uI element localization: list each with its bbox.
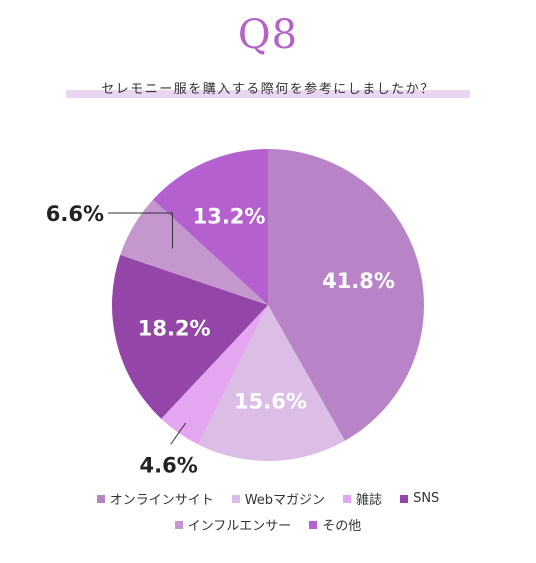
legend-label-influencer: インフルエンサー: [187, 519, 292, 534]
slice-label-online: 41.8%: [322, 269, 395, 293]
legend-label-other: その他: [322, 519, 362, 534]
leader-line-influencer: [108, 212, 173, 249]
legend-swatch-web-magazine: [231, 494, 240, 503]
pie-slice-influencer: [120, 199, 269, 305]
legend-swatch-magazine: [343, 494, 352, 503]
legend-item-sns: SNS: [400, 489, 439, 508]
question-highlight: [66, 90, 470, 98]
leader-line-magazine: [170, 422, 186, 445]
slice-label-other: 13.2%: [193, 204, 266, 228]
question-banner: セレモニー服を購入する際何を参考にしましたか？: [66, 78, 470, 100]
question-number-title: Q8: [237, 12, 299, 58]
slice-label-influencer: 6.6%: [46, 202, 104, 226]
pie-slice-sns: [111, 254, 268, 419]
legend-row-2: インフルエンサー その他: [0, 515, 536, 534]
pie-slice-magazine: [161, 305, 268, 445]
legend-row-1: オンラインサイト Webマガジン 雑誌 SNS: [0, 489, 536, 508]
legend-swatch-sns: [400, 494, 409, 503]
legend-swatch-online: [96, 494, 105, 503]
slice-label-web-magazine: 15.6%: [234, 390, 307, 414]
legend-label-web-magazine: Webマガジン: [244, 493, 326, 508]
slice-label-sns: 18.2%: [138, 316, 211, 340]
legend-label-sns: SNS: [413, 491, 440, 506]
legend-label-online: オンラインサイト: [109, 493, 214, 508]
legend-item-magazine: 雑誌: [343, 489, 382, 508]
slice-label-magazine: 4.6%: [140, 453, 198, 477]
legend-swatch-other: [309, 520, 318, 529]
legend-item-web-magazine: Webマガジン: [231, 489, 326, 508]
legend-label-magazine: 雑誌: [356, 493, 383, 508]
pie-slice-online: [268, 149, 425, 441]
legend-item-other: その他: [309, 515, 361, 534]
legend-swatch-influencer: [174, 520, 183, 529]
pie-slice-other: [152, 149, 268, 305]
legend-item-influencer: インフルエンサー: [174, 515, 292, 534]
legend-item-online: オンラインサイト: [96, 489, 214, 508]
pie-slice-web-magazine: [198, 305, 345, 461]
question-text: セレモニー服を購入する際何を参考にしましたか？: [101, 82, 435, 97]
